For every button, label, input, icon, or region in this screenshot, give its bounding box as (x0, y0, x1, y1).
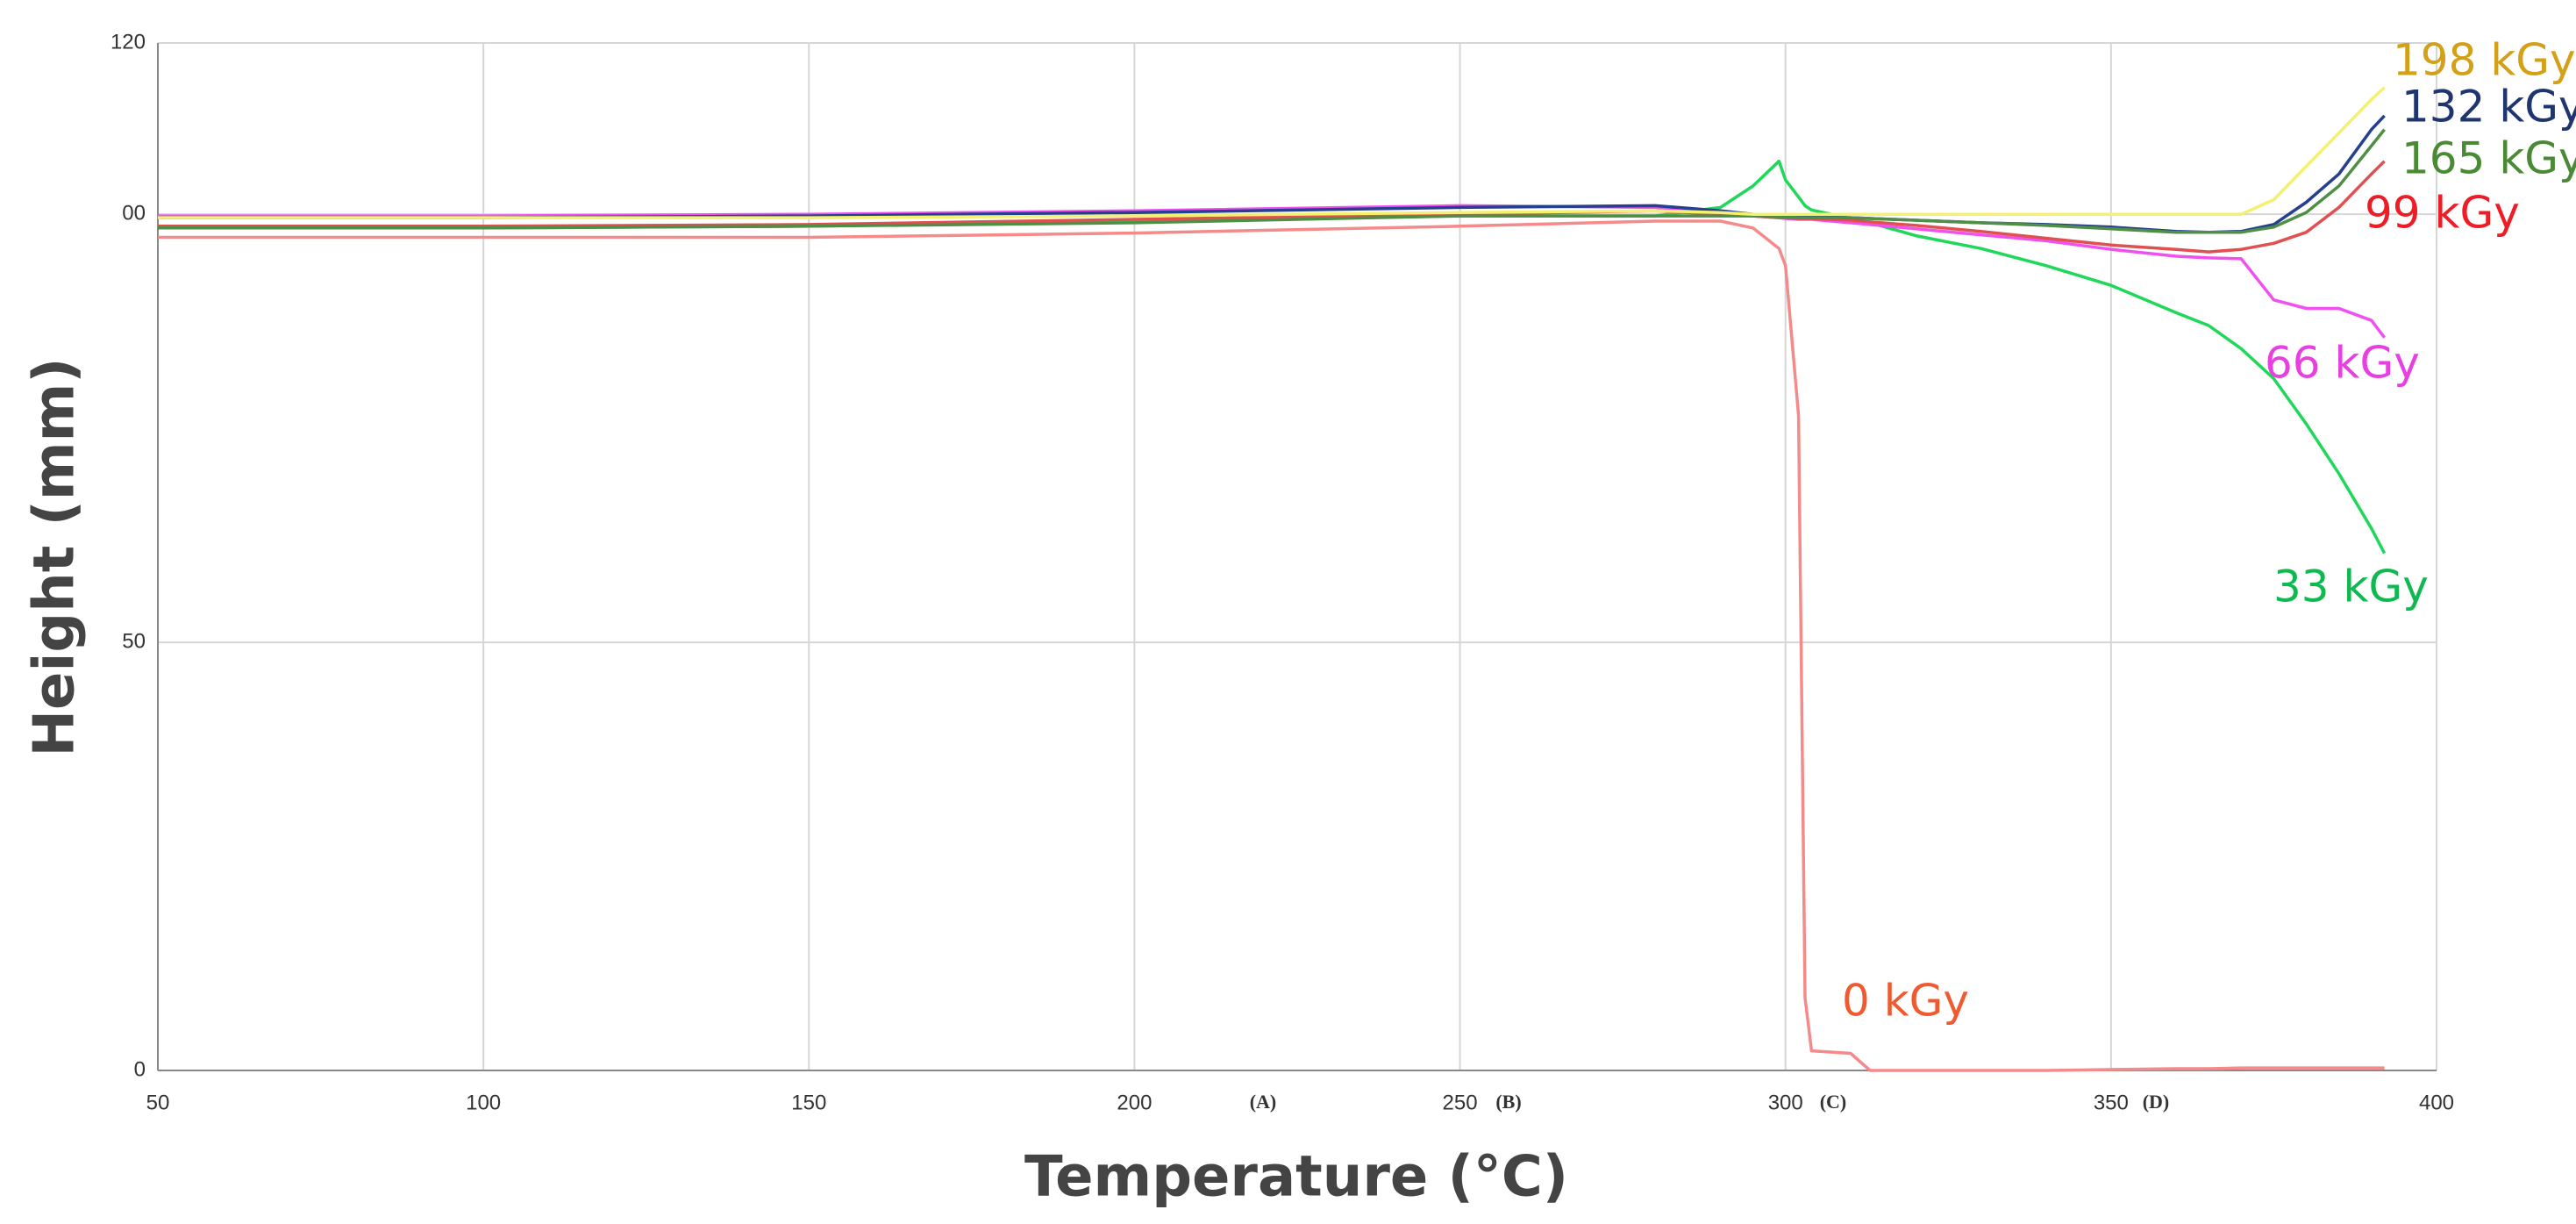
series-line (158, 86, 2386, 219)
annotation: (D) (2143, 1091, 2170, 1113)
x-tick-label: 50 (146, 1091, 170, 1114)
x-tick-label: 250 (1443, 1091, 1478, 1114)
series-label: 99 kGy (2365, 188, 2520, 239)
y-axis-title: Height (mm) (23, 357, 88, 756)
x-tick-label: 350 (2094, 1091, 2129, 1114)
series-label: 66 kGy (2265, 338, 2420, 389)
x-tick-label: 150 (791, 1091, 826, 1114)
y-tick-label: 50 (122, 629, 146, 653)
y-tick-label: 0 (134, 1057, 146, 1081)
series-label: 132 kGy (2401, 82, 2576, 132)
x-tick-label: 400 (2419, 1091, 2454, 1114)
series-label: 33 kGy (2273, 562, 2429, 612)
annotation: (A) (1250, 1091, 1277, 1113)
x-axis-title: Temperature (°C) (1024, 1145, 1568, 1210)
series-line (158, 128, 2386, 234)
series-label: 0 kGy (1842, 976, 1969, 1027)
annotation: (B) (1495, 1091, 1521, 1113)
x-tick-label: 300 (1768, 1091, 1803, 1114)
y-tick-label: 00 (122, 202, 146, 225)
x-tick-label: 200 (1117, 1091, 1152, 1114)
series-label: 165 kGy (2401, 133, 2576, 184)
annotation: (C) (1820, 1091, 1847, 1113)
x-tick-label: 100 (466, 1091, 501, 1114)
series-line (158, 219, 2385, 1072)
y-tick-label: 120 (111, 30, 146, 54)
series-label: 198 kGy (2393, 35, 2576, 86)
